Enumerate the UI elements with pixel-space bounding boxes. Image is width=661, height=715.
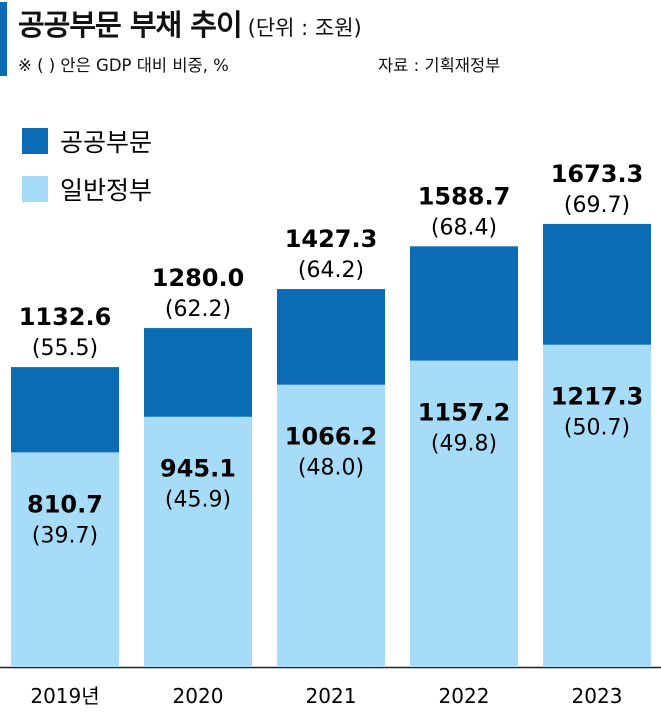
x-tick-2020: 2020 (173, 684, 224, 708)
chart-title: 공공부문 부채 추이 (18, 8, 243, 42)
pct-label-public-sector-2022: (68.4) (431, 215, 497, 240)
legend-swatch-1 (22, 128, 48, 154)
source-label: 자료 : 기획재정부 (378, 56, 501, 75)
gdp-ratio-note: ※ ( ) 안은 GDP 대비 비중, % (18, 56, 229, 75)
note-row: ※ ( ) 안은 GDP 대비 비중, % 자료 : 기획재정부 (18, 52, 500, 76)
pct-label-general-government-2019년: (39.7) (32, 523, 98, 548)
header-accent-bar (0, 2, 7, 76)
bar-general-government-2019년 (11, 452, 119, 667)
unit-label: (단위 : 조원) (247, 16, 362, 40)
title-row: 공공부문 부채 추이 (단위 : 조원) (18, 2, 362, 44)
data-label-public-sector-2019년: 1132.6 (19, 303, 112, 331)
pct-label-general-government-2020: (45.9) (165, 488, 231, 513)
legend-swatch-2 (22, 176, 48, 202)
data-label-general-government-2019년: 810.7 (27, 490, 103, 518)
pct-label-public-sector-2023: (69.7) (564, 193, 630, 218)
pct-label-public-sector-2021: (64.2) (298, 258, 364, 283)
data-label-general-government-2021: 1066.2 (285, 423, 378, 451)
pct-label-general-government-2022: (49.8) (431, 432, 497, 457)
legend-label-1: 공공부문 (60, 128, 152, 157)
data-label-general-government-2023: 1217.3 (551, 383, 644, 411)
pct-label-public-sector-2020: (62.2) (165, 297, 231, 322)
bar-general-government-2022 (410, 360, 518, 667)
pct-label-general-government-2023: (50.7) (564, 416, 630, 441)
pct-label-public-sector-2019년: (55.5) (32, 336, 98, 361)
data-label-public-sector-2020: 1280.0 (152, 264, 245, 292)
bar-general-government-2023 (543, 344, 651, 667)
x-tick-2019년: 2019년 (30, 684, 99, 708)
pct-label-general-government-2021: (48.0) (298, 456, 364, 481)
data-label-general-government-2022: 1157.2 (418, 399, 511, 427)
legend-label-2: 일반정부 (60, 176, 152, 205)
x-tick-2022: 2022 (439, 684, 490, 708)
data-label-public-sector-2021: 1427.3 (285, 225, 378, 253)
x-tick-2021: 2021 (306, 684, 357, 708)
bar-general-government-2021 (277, 384, 385, 667)
data-label-general-government-2020: 945.1 (160, 455, 236, 483)
bar-general-government-2020 (144, 416, 252, 667)
data-label-public-sector-2022: 1588.7 (418, 182, 511, 210)
data-label-public-sector-2023: 1673.3 (551, 160, 644, 188)
x-tick-2023: 2023 (572, 684, 623, 708)
